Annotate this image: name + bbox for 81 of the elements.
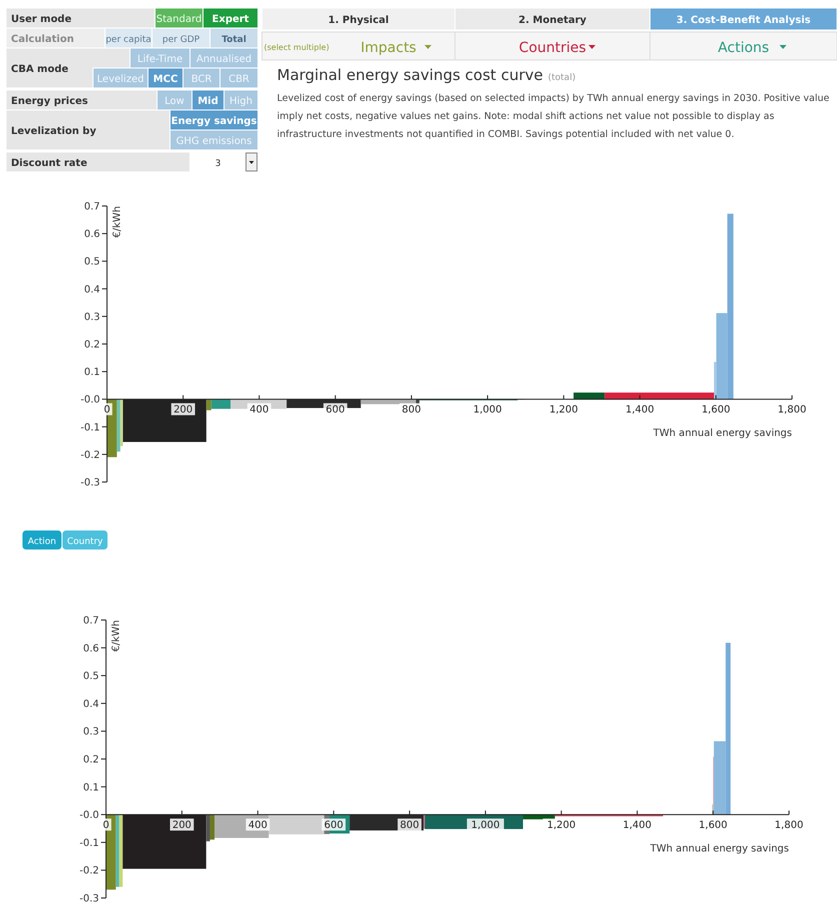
x-tick-label: 400 (250, 404, 269, 416)
x-tick-label: 800 (402, 404, 421, 416)
text: per GDP (162, 35, 200, 45)
y-tick-label: 0.7 (84, 202, 100, 212)
text: per capita (106, 35, 152, 45)
x-tick-label: 800 (400, 820, 420, 832)
text: CBR (228, 74, 250, 85)
x-tick-label: 1,800 (774, 820, 804, 832)
y-tick-label: 0.6 (84, 229, 100, 240)
text: BCR (191, 74, 212, 85)
y-tick-label: -0.3 (79, 894, 99, 904)
text: Calculation (11, 34, 74, 45)
y-tick-label: 0.2 (84, 340, 100, 350)
y-tick-label: 0.4 (83, 698, 99, 710)
text: Actions (718, 40, 770, 56)
text: Mid (198, 96, 218, 107)
y-axis-title: €/kWh (112, 206, 123, 238)
text: Low (164, 96, 184, 107)
text: 1. Physical (328, 15, 389, 26)
x-tick-label: 600 (324, 820, 344, 832)
x-tick-label: 1,400 (622, 820, 652, 832)
x-axis-title: TWh annual energy savings (649, 844, 789, 855)
x-tick-label: 200 (174, 404, 193, 416)
text: Energy prices (11, 96, 88, 107)
x-tick-label: 1,600 (702, 404, 730, 416)
y-tick-label: -0.0 (79, 810, 99, 822)
x-tick-label: 200 (172, 820, 192, 832)
text: Standard (156, 14, 202, 25)
text: Country (67, 537, 104, 547)
text: Life-Time (137, 54, 183, 65)
x-tick-label: 0 (102, 820, 110, 832)
text: Annualised (196, 54, 252, 65)
chart-title: Marginal energy savings cost curve (277, 66, 543, 84)
x-tick-label: 1,800 (778, 404, 806, 416)
text: MCC (153, 74, 178, 85)
y-tick-label: -0.3 (80, 478, 100, 488)
y-axis-title: €/kWh (111, 620, 122, 652)
x-tick-label: 0 (104, 404, 110, 416)
y-tick-label: -0.1 (79, 838, 99, 849)
x-tick-label: 1,600 (698, 820, 728, 832)
chart-subtitle: (total) (548, 73, 576, 83)
text: Levelized (97, 74, 144, 85)
text: Expert (212, 14, 250, 25)
text: User mode (11, 14, 72, 25)
text: (select multiple) (264, 43, 330, 52)
text: High (230, 96, 252, 107)
text: Levelization by (11, 126, 97, 137)
x-tick-label: 400 (248, 820, 268, 832)
text: Levelized cost of energy savings (based on selected impacts) by TWh annual energy savings in 2030. Positive value imply net costs, negative values net gains. Note: modal shift actions net value not possible to display as infrastructure investments not quantified in COMBI. Savings potential included with net value 0. (277, 92, 830, 142)
x-tick-label: 1,000 (471, 820, 500, 832)
y-tick-label: 0.3 (83, 726, 99, 738)
y-tick-label: 0.1 (84, 367, 100, 378)
y-tick-label: 0.2 (83, 754, 99, 766)
x-tick-label: 1,400 (625, 404, 654, 416)
text: 2. Monetary (518, 15, 587, 26)
text: Total (222, 35, 246, 45)
text: Countries (518, 40, 586, 56)
text: Discount rate (11, 158, 88, 169)
text: 3 (215, 159, 221, 169)
text: CBA mode (11, 64, 69, 75)
y-tick-label: -0.0 (80, 394, 100, 406)
text: GHG emissions (176, 136, 252, 147)
text: Action (28, 537, 56, 547)
text: Energy savings (171, 116, 257, 127)
text: 3. Cost-Benefit Analysis (676, 15, 811, 26)
y-tick-label: -0.2 (79, 866, 99, 877)
y-tick-label: -0.2 (80, 450, 100, 461)
y-tick-label: 0.6 (83, 643, 99, 654)
y-tick-label: 0.7 (83, 616, 99, 626)
y-tick-label: 0.1 (83, 782, 99, 794)
y-tick-label: -0.1 (80, 422, 100, 434)
y-tick-label: 0.5 (84, 256, 100, 268)
x-tick-label: 1,200 (549, 404, 578, 416)
x-tick-label: 1,200 (547, 820, 576, 832)
text: Impacts (360, 40, 416, 56)
y-tick-label: 0.5 (83, 671, 99, 682)
x-axis-title: TWh annual energy savings (652, 428, 792, 440)
y-tick-label: 0.3 (84, 312, 100, 323)
y-tick-label: 0.4 (84, 284, 100, 296)
x-tick-label: 1,000 (473, 404, 502, 416)
x-tick-label: 600 (326, 404, 345, 416)
